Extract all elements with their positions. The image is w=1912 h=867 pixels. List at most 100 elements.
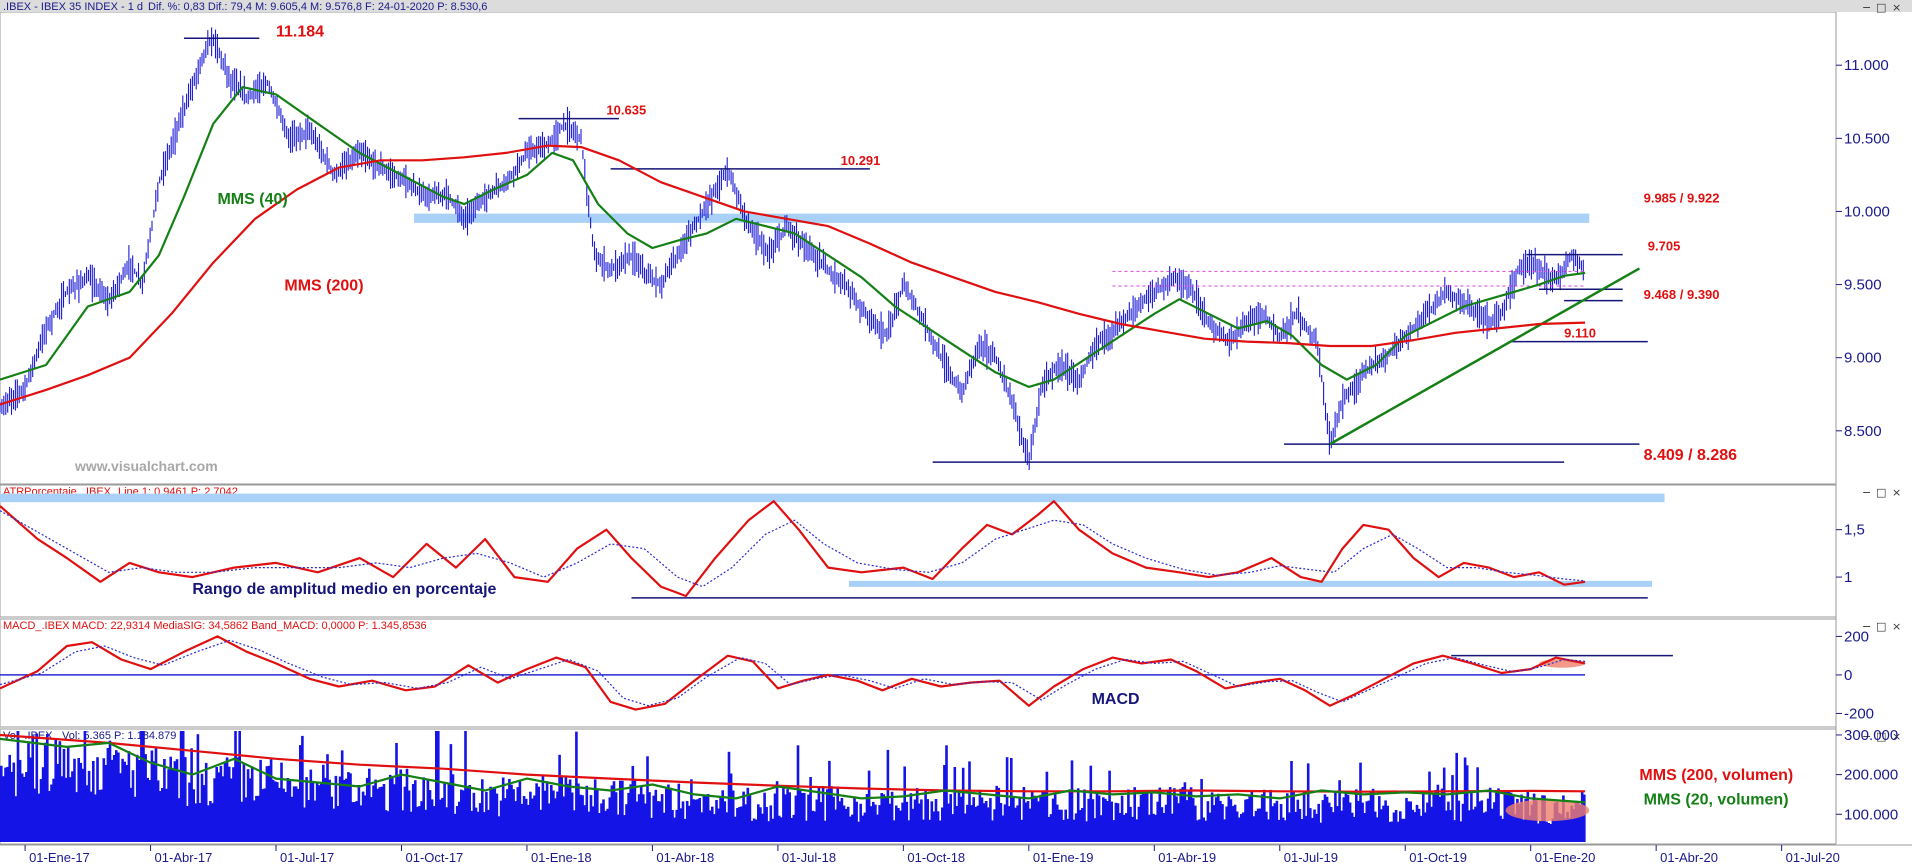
price-annotation-4: 8.409 / 8.286 [1644, 447, 1738, 464]
volume-bar [558, 754, 561, 842]
volume-bar [713, 814, 716, 842]
volume-bar [777, 815, 781, 842]
volume-bar [696, 799, 699, 842]
volume-series-ma_long [0, 733, 1586, 793]
volume-bar [29, 757, 32, 842]
volume-bar [1411, 809, 1415, 842]
macd-header-name: MACD_.IBEX [3, 620, 70, 632]
atr-close-button[interactable]: × [1892, 486, 1901, 499]
volume-bar [1507, 791, 1511, 842]
volume-bar [1300, 819, 1304, 842]
volume-bar [422, 777, 425, 842]
price-band-zone-0 [414, 213, 1590, 223]
volume-bar [1334, 791, 1337, 842]
volume-bar [1564, 818, 1567, 842]
volume-bar [1179, 788, 1182, 842]
volume-bar [602, 799, 605, 842]
volume-bar [828, 760, 831, 842]
price-minimize-button[interactable]: − [1862, 1, 1871, 14]
volume-bar [1068, 789, 1072, 842]
volume-bar [1355, 789, 1358, 842]
volume-bar [834, 809, 837, 842]
volume-bar [514, 801, 517, 842]
volume-bar [1204, 820, 1208, 842]
volume-bar [152, 761, 156, 842]
volume-bar [723, 801, 727, 842]
volume-bar [748, 795, 752, 842]
volume-bar [938, 820, 942, 842]
volume-bar [959, 796, 963, 842]
volume-bar [355, 801, 359, 842]
volume-bar [1436, 784, 1440, 842]
volume-bar [1417, 808, 1421, 842]
volume-bar [328, 779, 331, 842]
volume-bar [853, 796, 856, 842]
volume-bar [1392, 812, 1396, 842]
volume-bar [64, 777, 68, 842]
volume-bar [347, 772, 350, 842]
volume-bar [974, 806, 978, 842]
volume-bar [665, 788, 668, 842]
volume-bar [1018, 797, 1021, 842]
volume-bar [340, 750, 344, 842]
macd-close-button[interactable]: × [1892, 620, 1901, 633]
volume-bar [1037, 801, 1040, 842]
volume-bar [276, 782, 279, 842]
volume-bar [1097, 795, 1101, 842]
volume-bar [1465, 765, 1469, 842]
volume-bar [1325, 796, 1329, 842]
volume-bar [115, 750, 118, 842]
volume-bar [184, 757, 187, 842]
volume-bar [1058, 809, 1061, 842]
price-annotation-2: 9.985 / 9.922 [1644, 191, 1720, 206]
volume-bar [1371, 788, 1375, 842]
volume-window-buttons: − □ × [1862, 730, 1901, 743]
volume-bar [658, 801, 662, 842]
volume-bar [1198, 819, 1201, 842]
volume-bar [1085, 821, 1088, 842]
volume-bar [1539, 821, 1542, 842]
volume-bar [1202, 817, 1205, 842]
volume-bar [516, 787, 520, 842]
price-header-name: .IBEX - IBEX 35 INDEX - 1 d [3, 1, 143, 13]
macd-panel: -200 0 200 MACD [0, 628, 1874, 722]
macd-header-stats: MACD: 22,9314 MediaSIG: 34,5862 Band_MAC… [72, 620, 427, 632]
volume-bar [1273, 803, 1277, 842]
volume-bar [1557, 813, 1561, 842]
price-y-tick-label-3: 10.000 [1844, 203, 1890, 220]
price-panel: 8.500 9.000 9.500 10.000 10.500 11.000 11.184 1… [0, 23, 1890, 470]
volume-annotation-0: MMS (200, volumen) [1639, 767, 1793, 784]
volume-bar [1290, 761, 1293, 842]
macd-maximize-button[interactable]: □ [1876, 620, 1886, 633]
atr-minimize-button[interactable]: − [1862, 486, 1871, 499]
volume-bar [1267, 819, 1270, 842]
volume-maximize-button[interactable]: □ [1876, 730, 1886, 743]
volume-close-button[interactable]: × [1892, 730, 1901, 743]
volume-bar [1384, 800, 1387, 842]
volume-bar [1127, 789, 1130, 842]
macd-minimize-button[interactable]: − [1862, 620, 1871, 633]
volume-bar [186, 806, 189, 842]
volume-bar [677, 783, 681, 842]
volume-bar [403, 786, 407, 842]
volume-bar [1219, 800, 1222, 842]
x-tick-label-13: 01-Abr-20 [1660, 850, 1718, 865]
volume-bar [135, 754, 139, 842]
volume-bar [462, 790, 465, 842]
price-y-tick-label-1: 9.000 [1844, 350, 1882, 367]
volume-bar [332, 808, 336, 842]
volume-bar [342, 779, 346, 842]
volume-bar [1079, 810, 1082, 842]
price-panel-frame [0, 11, 1837, 485]
atr-maximize-button[interactable]: □ [1876, 486, 1886, 499]
volume-bar [495, 793, 499, 842]
watermark: www.visualchart.com [74, 458, 218, 474]
volume-bar [177, 798, 181, 842]
volume-minimize-button[interactable]: − [1862, 730, 1871, 743]
volume-bar [255, 795, 258, 842]
volume-bar [604, 810, 607, 842]
volume-bar [600, 803, 603, 842]
price-close-button[interactable]: × [1892, 1, 1901, 14]
volume-bar [173, 761, 177, 842]
price-maximize-button[interactable]: □ [1876, 1, 1886, 14]
